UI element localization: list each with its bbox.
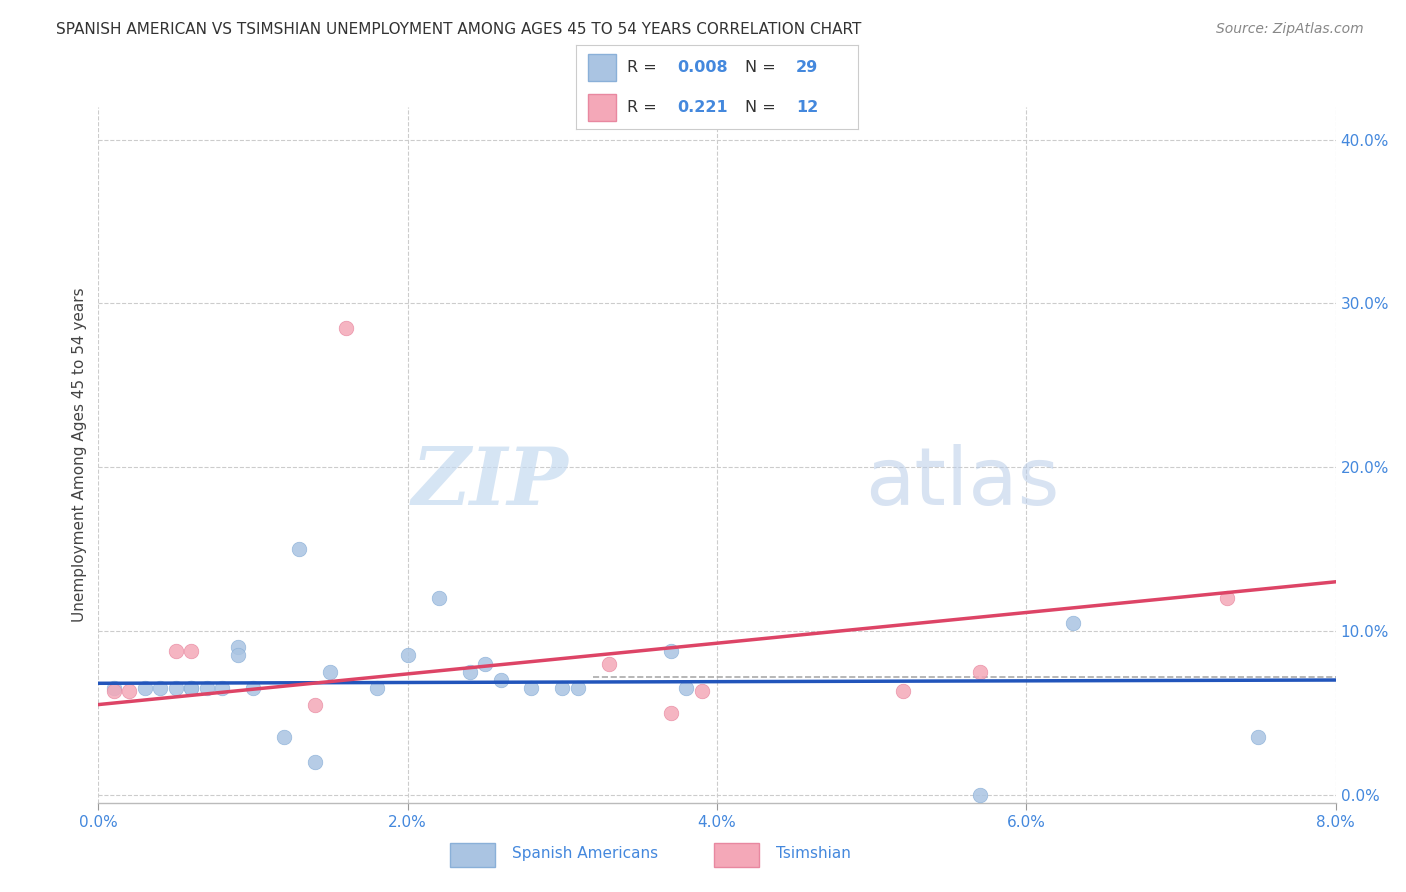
Text: atlas: atlas — [866, 443, 1060, 522]
FancyBboxPatch shape — [588, 54, 616, 81]
Point — [969, 665, 991, 679]
Text: Spanish Americans: Spanish Americans — [512, 847, 658, 861]
Y-axis label: Unemployment Among Ages 45 to 54 years: Unemployment Among Ages 45 to 54 years — [72, 287, 87, 623]
Point — [659, 706, 682, 720]
FancyBboxPatch shape — [588, 94, 616, 120]
Text: N =: N = — [745, 60, 782, 75]
Point — [273, 731, 295, 745]
Point — [335, 321, 357, 335]
Text: R =: R = — [627, 60, 662, 75]
Point — [969, 788, 991, 802]
Point — [1247, 731, 1270, 745]
Text: ZIP: ZIP — [412, 444, 568, 522]
FancyBboxPatch shape — [450, 843, 495, 867]
Point — [690, 684, 713, 698]
Point — [103, 684, 125, 698]
Point — [567, 681, 589, 696]
Point — [551, 681, 574, 696]
Point — [211, 681, 233, 696]
Point — [891, 684, 914, 698]
Point — [226, 648, 249, 663]
Point — [319, 665, 342, 679]
Text: R =: R = — [627, 100, 666, 115]
Point — [103, 681, 125, 696]
Point — [165, 681, 187, 696]
Point — [226, 640, 249, 655]
Text: SPANISH AMERICAN VS TSIMSHIAN UNEMPLOYMENT AMONG AGES 45 TO 54 YEARS CORRELATION: SPANISH AMERICAN VS TSIMSHIAN UNEMPLOYME… — [56, 22, 862, 37]
Point — [396, 648, 419, 663]
Text: 0.008: 0.008 — [678, 60, 728, 75]
Point — [1216, 591, 1239, 606]
Point — [180, 681, 202, 696]
Text: 29: 29 — [796, 60, 818, 75]
Text: 0.221: 0.221 — [678, 100, 728, 115]
Point — [366, 681, 388, 696]
Point — [134, 681, 156, 696]
Point — [598, 657, 620, 671]
Point — [1062, 615, 1084, 630]
Point — [118, 684, 141, 698]
Text: 12: 12 — [796, 100, 818, 115]
Point — [195, 681, 218, 696]
Point — [165, 643, 187, 657]
Point — [180, 643, 202, 657]
Point — [474, 657, 496, 671]
Text: Tsimshian: Tsimshian — [776, 847, 851, 861]
Point — [675, 681, 697, 696]
Point — [180, 681, 202, 696]
Point — [288, 542, 311, 557]
Text: Source: ZipAtlas.com: Source: ZipAtlas.com — [1216, 22, 1364, 37]
Point — [304, 698, 326, 712]
Point — [149, 681, 172, 696]
Point — [520, 681, 543, 696]
Point — [427, 591, 450, 606]
Point — [489, 673, 512, 687]
FancyBboxPatch shape — [714, 843, 759, 867]
Point — [304, 755, 326, 769]
Point — [458, 665, 481, 679]
Point — [659, 643, 682, 657]
Text: N =: N = — [745, 100, 782, 115]
Point — [242, 681, 264, 696]
